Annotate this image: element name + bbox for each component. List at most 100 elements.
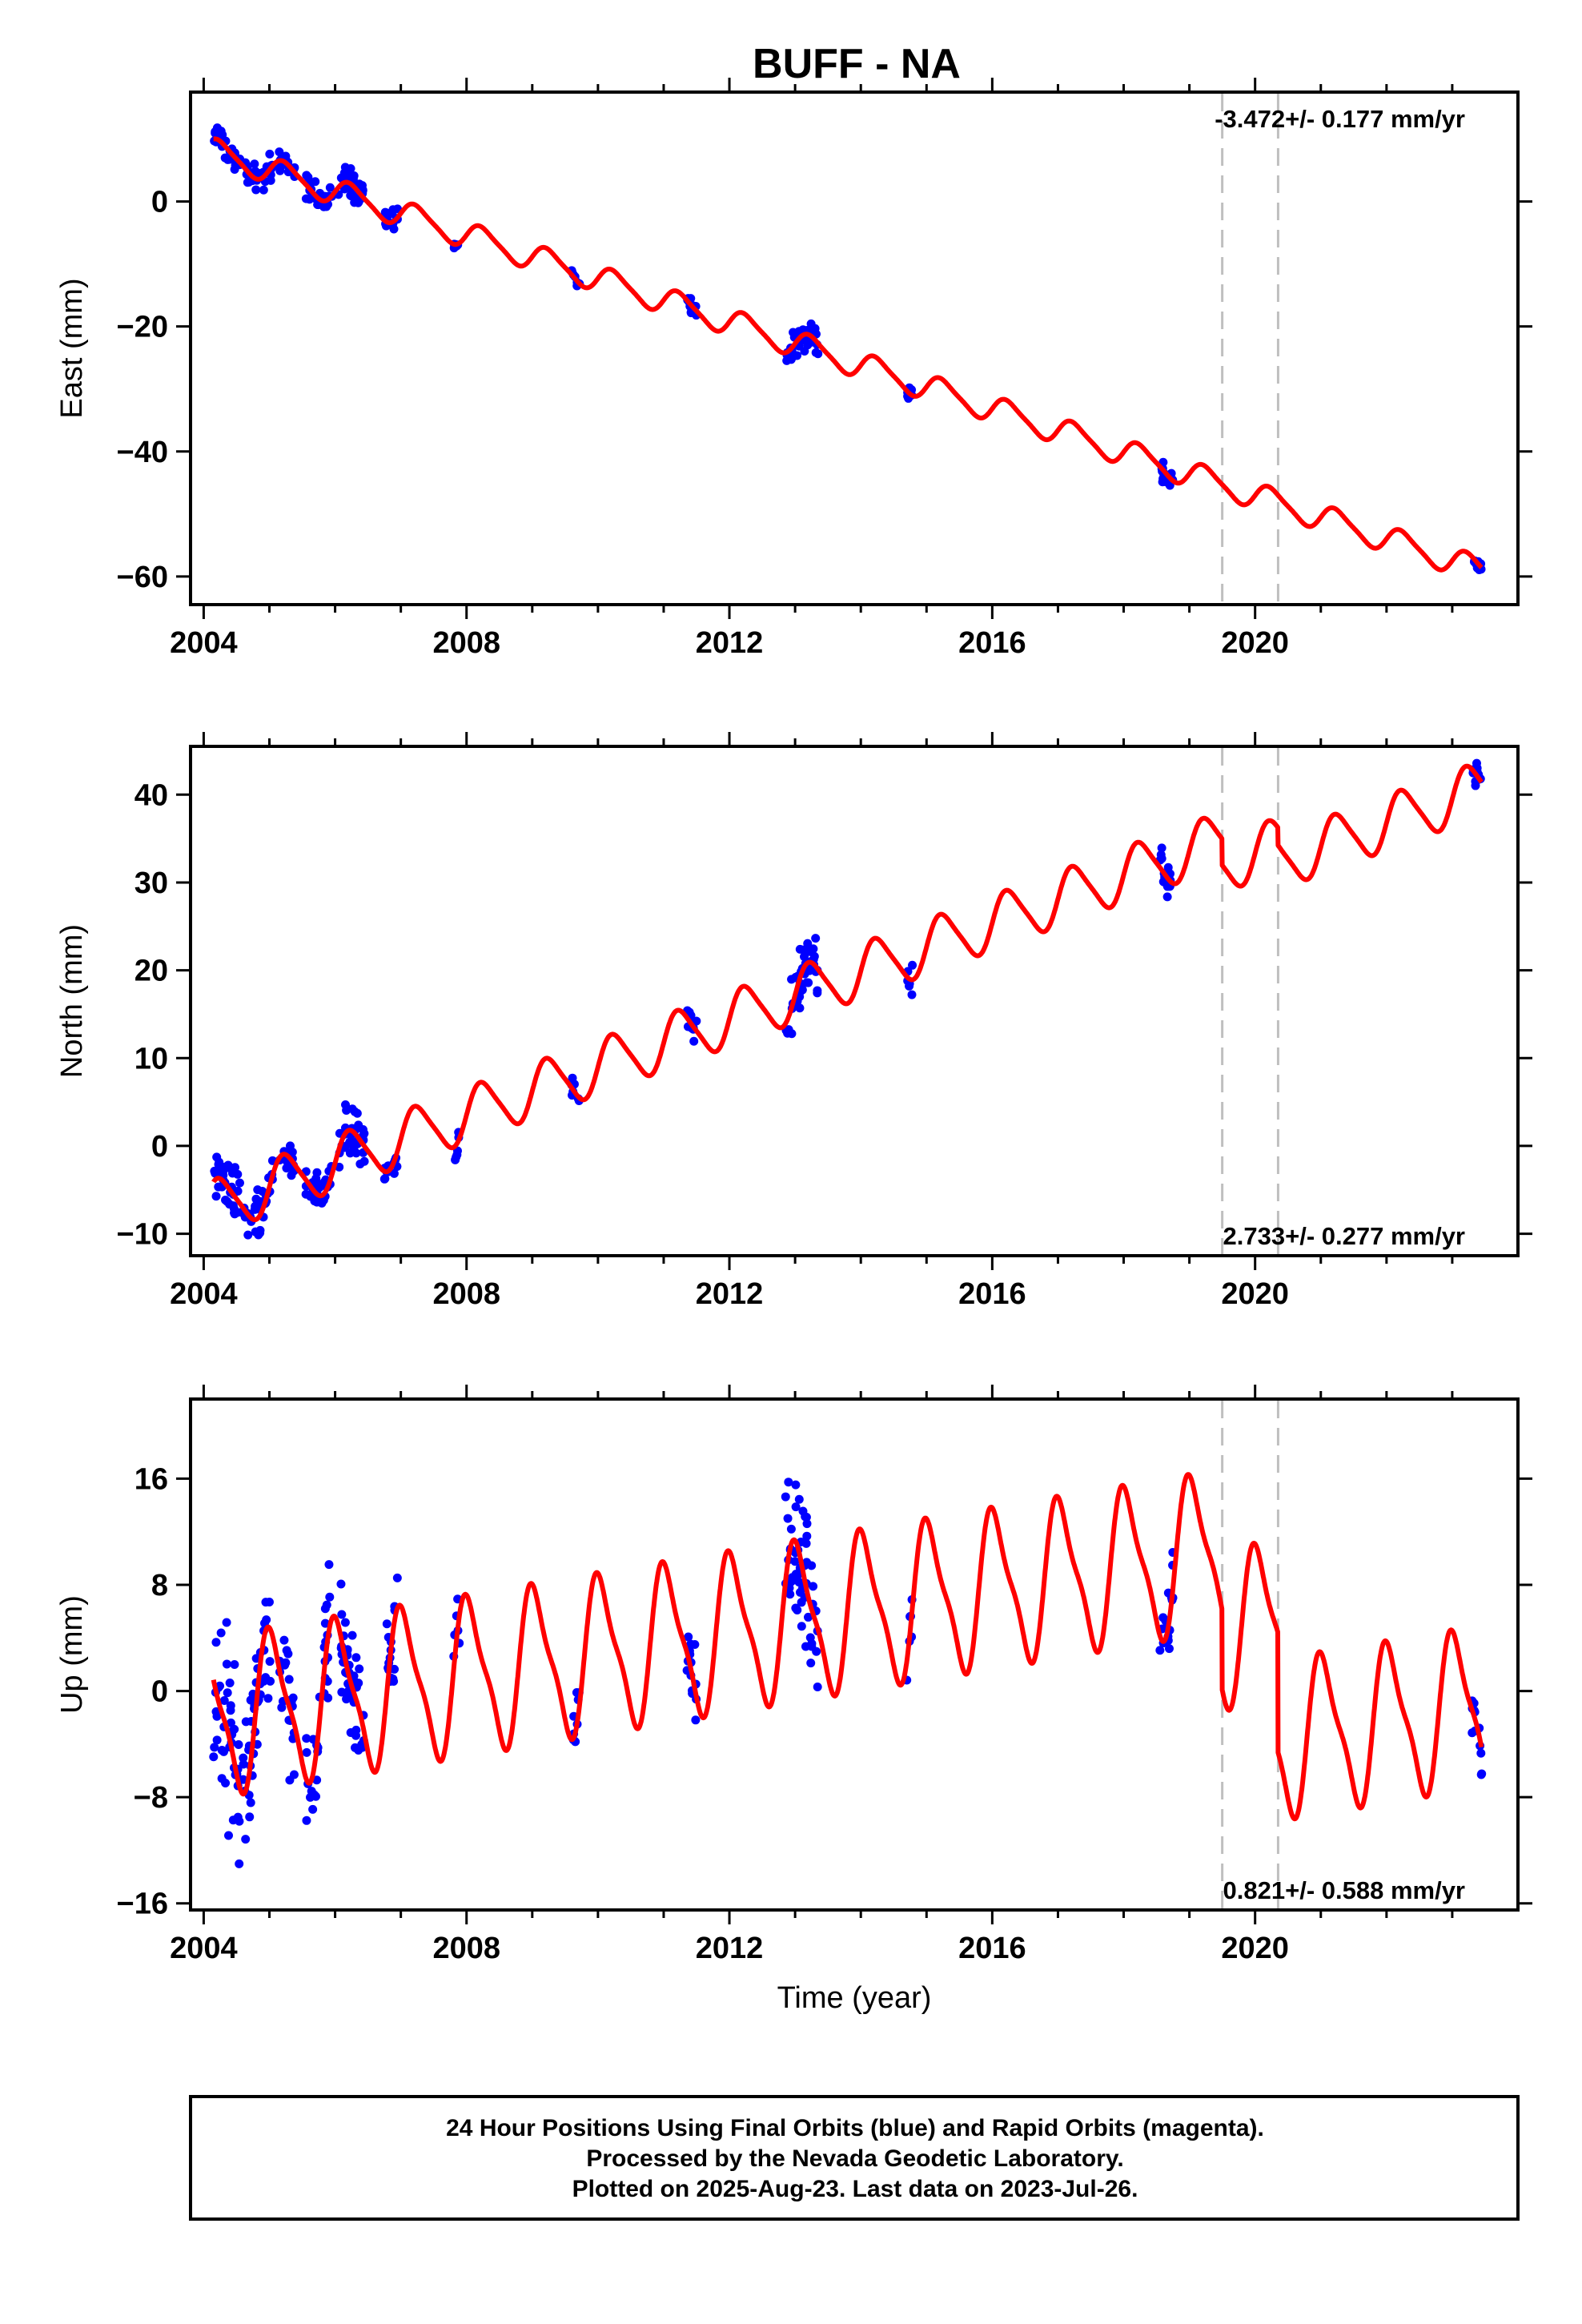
data-point	[315, 1183, 324, 1192]
data-point	[813, 349, 823, 359]
data-point	[285, 1775, 295, 1785]
data-point	[568, 1073, 577, 1083]
panel-east: 2004 2008 2012 2016 2020 0 −20 −40 −60 East (mm) -…	[55, 78, 1532, 660]
data-point	[789, 352, 798, 361]
data-point	[250, 1204, 259, 1214]
x-tick-label: 2016	[958, 1277, 1026, 1311]
x-tick-label: 2004	[170, 626, 238, 660]
data-point	[302, 171, 311, 180]
y-tick-label: −60	[117, 561, 168, 594]
data-point	[1471, 781, 1480, 790]
y-tick-label: 40	[135, 778, 168, 812]
panel-frame	[189, 745, 1520, 1257]
data-point	[239, 1753, 248, 1763]
data-point	[275, 163, 285, 173]
data-point	[1164, 1644, 1174, 1654]
data-point	[216, 1628, 226, 1638]
data-point	[784, 1478, 793, 1487]
y-tick-label: −10	[117, 1218, 168, 1252]
footer-line-1: 24 Hour Positions Using Final Orbits (bl…	[446, 2115, 1264, 2141]
data-point	[241, 1835, 251, 1844]
data-point	[212, 1735, 222, 1745]
data-point	[311, 177, 320, 187]
data-point	[340, 1618, 350, 1627]
data-point	[1162, 892, 1172, 902]
data-point	[354, 1679, 363, 1688]
data-point	[908, 960, 917, 970]
data-point	[813, 986, 822, 995]
data-point	[235, 1859, 244, 1868]
data-point	[209, 1752, 219, 1762]
data-point	[791, 1502, 801, 1512]
data-point	[239, 1775, 248, 1784]
data-point	[684, 1632, 693, 1642]
data-point	[234, 1740, 243, 1750]
data-point	[1157, 843, 1166, 853]
data-point	[355, 1664, 364, 1674]
data-point	[337, 173, 347, 183]
footer-box: 24 Hour Positions Using Final Orbits (bl…	[189, 2095, 1520, 2221]
data-point	[277, 1703, 287, 1712]
y-tick-label: −16	[117, 1888, 168, 1921]
data-point	[210, 1743, 219, 1752]
x-tick-label: 2020	[1221, 626, 1289, 660]
data-point	[307, 1787, 316, 1796]
data-point	[246, 1798, 255, 1807]
data-point	[212, 1152, 222, 1162]
panel-up: 2004 2008 2012 2016 2020 16 8 0 −8 −16 Up (mm) Time…	[55, 1385, 1532, 2015]
data-point	[344, 1139, 354, 1148]
footer-frame	[189, 2095, 1520, 2221]
data-point	[301, 1189, 311, 1199]
x-tick-label: 2020	[1221, 1932, 1289, 1965]
data-point	[222, 1659, 231, 1669]
data-point	[317, 1198, 327, 1208]
data-point	[347, 1630, 357, 1640]
data-point	[392, 1573, 402, 1582]
rate-label: 2.733+/- 0.277 mm/yr	[1223, 1222, 1465, 1250]
data-point	[351, 1653, 361, 1663]
data-point	[310, 1196, 319, 1206]
data-point	[380, 207, 390, 217]
panel-frame	[189, 90, 1520, 606]
data-point	[312, 1168, 322, 1177]
data-point	[802, 1531, 812, 1541]
data-point	[686, 1639, 696, 1649]
data-point	[801, 1538, 811, 1548]
data-point	[285, 1141, 295, 1151]
data-point	[1468, 1728, 1477, 1738]
data-point	[346, 163, 355, 173]
data-point	[809, 1582, 818, 1591]
data-point	[382, 1619, 391, 1629]
y-tick-label: −40	[117, 436, 168, 469]
data-point	[251, 185, 261, 195]
x-tick-label: 2008	[432, 626, 500, 660]
data-point	[279, 1635, 289, 1645]
data-point	[223, 1831, 233, 1840]
data-point	[284, 1675, 294, 1684]
data-point	[259, 185, 268, 195]
data-point	[351, 1148, 361, 1158]
data-point	[230, 1659, 239, 1669]
data-point	[226, 1706, 235, 1715]
data-point	[241, 1717, 251, 1727]
y-tick-label: −8	[134, 1781, 168, 1815]
data-point	[265, 1657, 275, 1667]
data-point	[226, 1718, 235, 1727]
data-point	[223, 1688, 232, 1698]
data-point	[245, 1812, 255, 1822]
data-point	[280, 1660, 290, 1670]
figure-title: BUFF - NA	[753, 41, 961, 87]
y-tick-label: 16	[135, 1462, 168, 1496]
data-point	[805, 1633, 815, 1642]
data-point	[255, 1225, 265, 1235]
data-point	[223, 1196, 232, 1206]
data-point	[806, 1659, 816, 1668]
x-tick-label: 2004	[170, 1277, 238, 1311]
x-tick-label: 2004	[170, 1932, 238, 1965]
y-axis-label: Up (mm)	[55, 1595, 89, 1714]
data-point	[803, 939, 813, 948]
data-point	[225, 1678, 235, 1687]
data-point	[790, 1557, 800, 1566]
